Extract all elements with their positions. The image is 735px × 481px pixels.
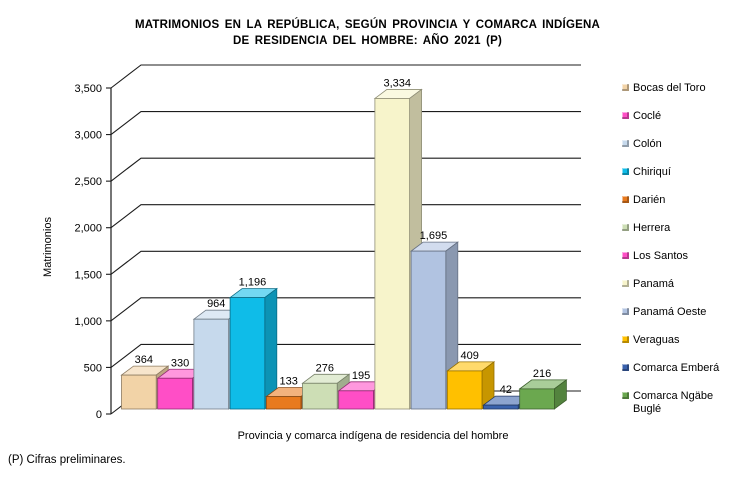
gridline — [110, 157, 581, 182]
bar — [265, 396, 302, 410]
bar-value-label: 195 — [352, 370, 370, 382]
legend-label: Herrera — [633, 222, 671, 234]
y-axis-title: Matrimonios — [42, 217, 54, 277]
bar-value-label: 330 — [171, 357, 189, 369]
legend-marker-icon — [622, 140, 629, 147]
gridline — [110, 250, 581, 275]
legend-marker-icon — [622, 196, 629, 203]
legend-marker-icon — [622, 280, 629, 287]
legend-marker-icon — [622, 364, 629, 371]
legend-item: Chiriquí — [622, 166, 734, 179]
bar-value-label: 964 — [207, 298, 225, 310]
legend-marker-icon — [622, 392, 629, 399]
y-tick-label: 2,500 — [74, 176, 102, 188]
bar-value-label: 1,196 — [239, 277, 267, 289]
chart-title: MATRIMONIOS EN LA REPÚBLICA, SEGÚN PROVI… — [0, 17, 735, 49]
legend-marker-icon — [622, 336, 629, 343]
bar-value-label: 276 — [316, 362, 334, 374]
bar — [446, 370, 483, 410]
legend-label: Los Santos — [633, 250, 689, 262]
legend-label: Coclé — [633, 110, 662, 122]
legend-item: Darién — [622, 194, 734, 207]
bar — [338, 390, 374, 410]
y-tick-label: 1,500 — [74, 269, 102, 281]
bar-value-label: 364 — [135, 354, 153, 366]
y-tick-label: 2,000 — [74, 223, 102, 235]
legend-label: Comarca Ngäbe Buglé — [633, 390, 714, 415]
legend-item: Los Santos — [622, 250, 734, 263]
legend-marker-icon — [622, 224, 629, 231]
legend-marker-icon — [622, 84, 629, 91]
legend-label: Veraguas — [633, 334, 680, 346]
x-axis-title: Provincia y comarca indígena de residenc… — [237, 430, 509, 442]
legend-label: Colón — [633, 138, 662, 150]
bar-value-label: 1,695 — [420, 230, 448, 242]
legend-label: Darién — [633, 194, 666, 206]
bar-value-label: 409 — [460, 350, 478, 362]
gridline — [110, 204, 581, 229]
legend-label: Bocas del Toro — [633, 82, 706, 94]
bar — [121, 374, 157, 410]
legend-label: Panamá — [633, 278, 674, 290]
legend-item: Bocas del Toro — [622, 82, 734, 95]
footnote: (P) Cifras preliminares. — [8, 454, 126, 466]
y-tick-label: 1,000 — [74, 316, 102, 328]
bar-value-label: 42 — [500, 384, 512, 396]
bar — [193, 318, 229, 410]
legend-marker-icon — [622, 112, 629, 119]
bar-value-label: 133 — [279, 376, 297, 388]
y-tick-label: 3,500 — [74, 83, 102, 95]
legend-label: Comarca Emberá — [633, 362, 720, 374]
legend-marker-icon — [622, 308, 629, 315]
gridline — [110, 64, 581, 89]
legend-marker-icon — [622, 252, 629, 259]
legend-label: Chiriquí — [633, 166, 671, 178]
legend-item: Panamá Oeste — [622, 306, 734, 319]
legend: Bocas del Toro Coclé Colón Chiriquí Darién He… — [622, 82, 734, 416]
bar — [302, 382, 338, 410]
legend-item: Comarca Ngäbe Buglé — [622, 390, 734, 416]
bar — [157, 377, 193, 410]
legend-item: Coclé — [622, 110, 734, 123]
legend-item: Comarca Emberá — [622, 362, 734, 375]
legend-item: Panamá — [622, 278, 734, 291]
chart-title-line2: DE RESIDENCIA DEL HOMBRE: AÑO 2021 (P) — [232, 35, 503, 47]
gridline — [110, 111, 581, 136]
legend-item: Herrera — [622, 222, 734, 235]
bar — [374, 98, 410, 410]
chart-title-line1: MATRIMONIOS EN LA REPÚBLICA, SEGÚN PROVI… — [135, 19, 600, 31]
y-tick-label: 500 — [84, 362, 102, 374]
bar — [229, 297, 266, 410]
legend-label: Panamá Oeste — [633, 306, 707, 318]
bar — [483, 404, 519, 410]
bar-value-label: 3,334 — [383, 77, 411, 89]
y-tick-label: 3,000 — [74, 130, 102, 142]
bar-value-label: 216 — [533, 368, 551, 380]
bar — [519, 388, 555, 410]
y-tick-label: 0 — [96, 409, 102, 421]
gridline — [110, 297, 581, 322]
bar — [410, 250, 447, 410]
legend-marker-icon — [622, 168, 629, 175]
legend-item: Colón — [622, 138, 734, 151]
legend-item: Veraguas — [622, 334, 734, 347]
